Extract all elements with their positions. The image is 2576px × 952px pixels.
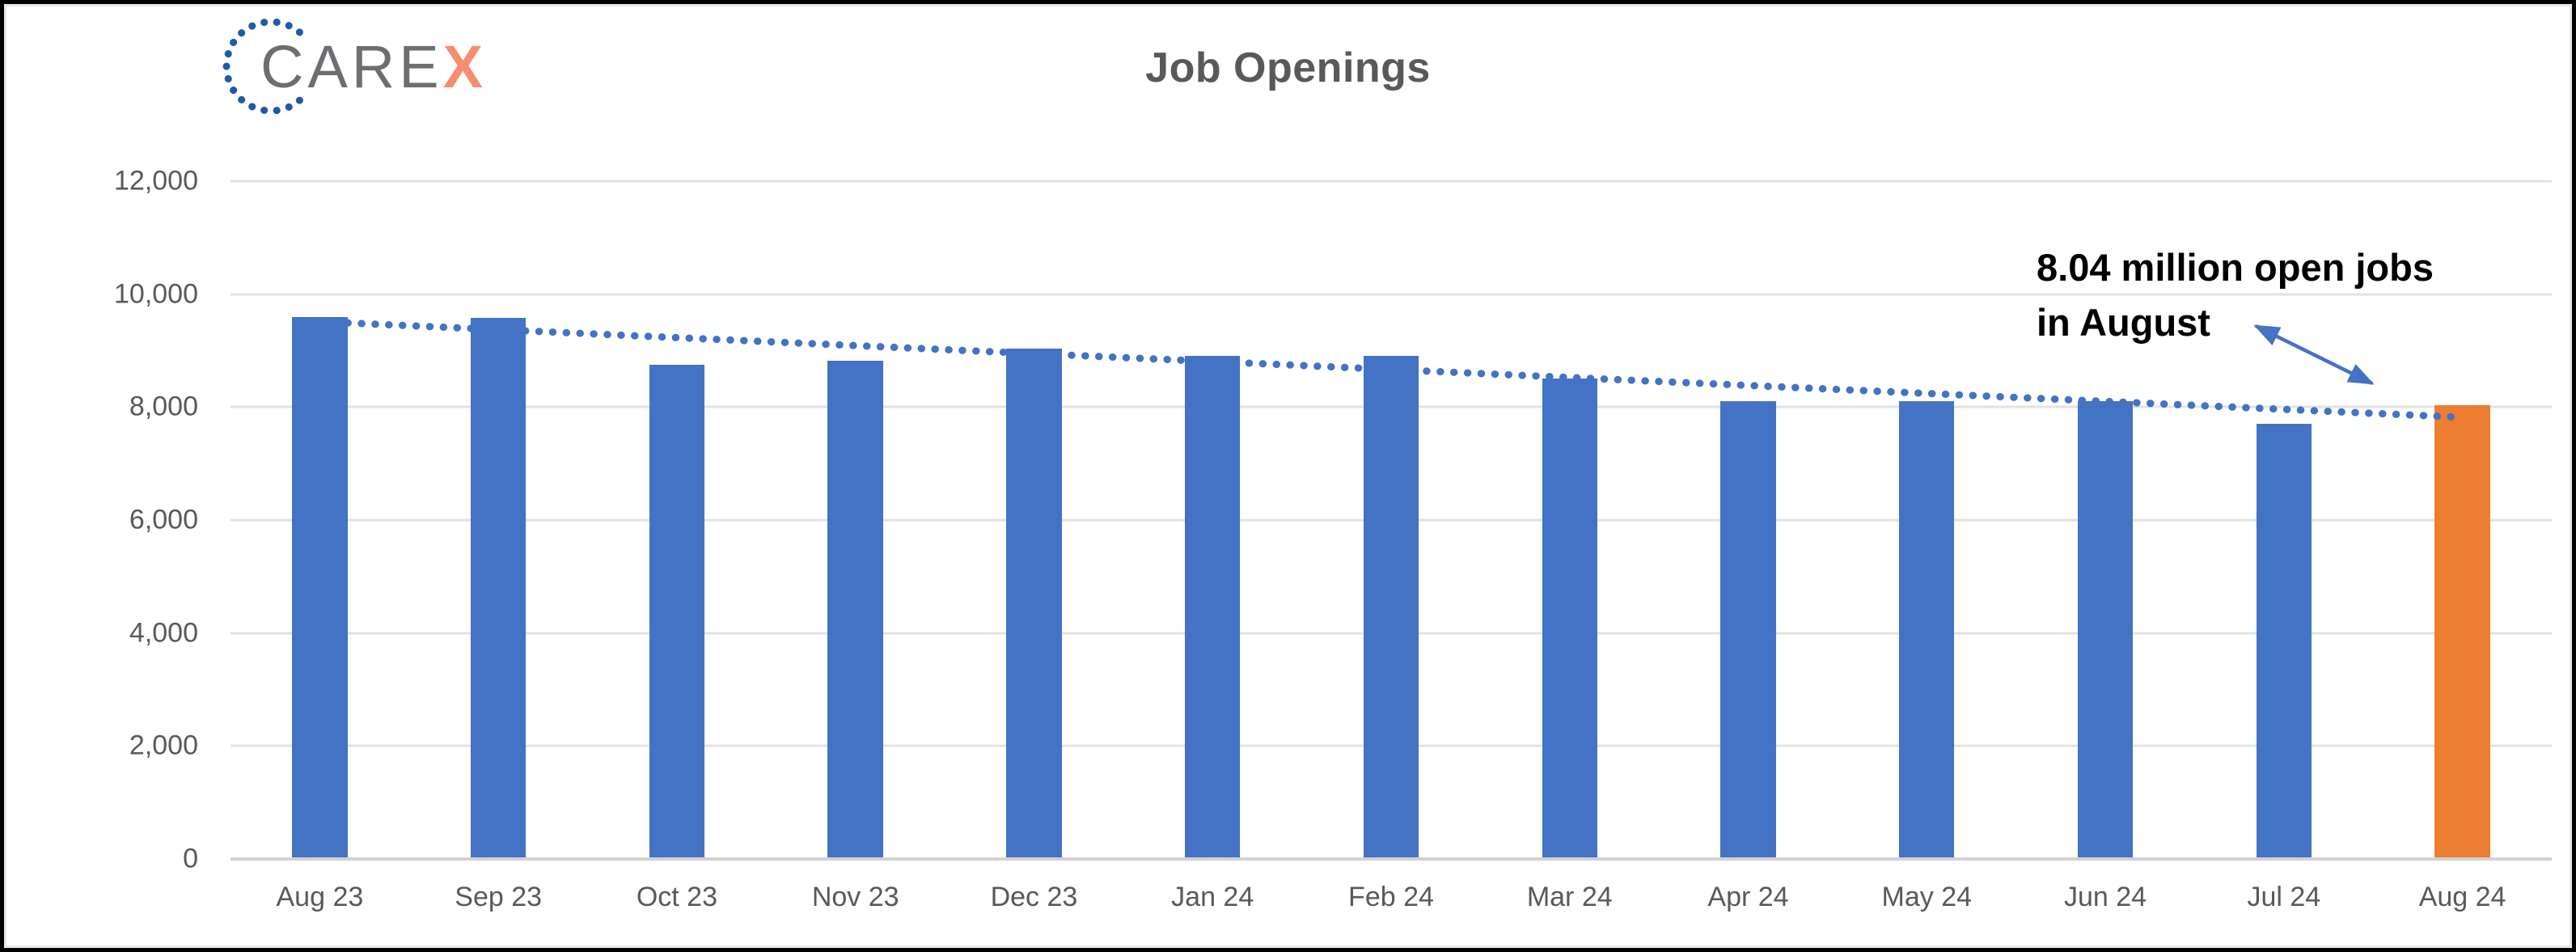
- bar-apr-24: [1720, 401, 1776, 859]
- x-axis-tick-label: Dec 23: [990, 882, 1078, 912]
- x-axis-tick-label: Jun 24: [2063, 882, 2147, 912]
- bar-jun-24: [2077, 401, 2134, 859]
- x-axis-tick-label: Aug 23: [276, 882, 364, 912]
- svg-text:CAREX: CAREX: [260, 33, 487, 100]
- annotation-line-1: 8.04 million open jobs: [2037, 246, 2434, 289]
- dotted-circle-icon: [222, 18, 303, 115]
- bar-slot: [945, 181, 1123, 859]
- x-axis-line: [231, 857, 2552, 861]
- bar-series: [231, 181, 2552, 859]
- x-axis-tick-label: Mar 24: [1526, 882, 1613, 912]
- x-axis-tick-label: Apr 24: [1707, 882, 1789, 912]
- bar-sep-23: [470, 318, 527, 859]
- bar-mar-24: [1542, 379, 1597, 859]
- bar-slot: [766, 181, 945, 859]
- bar-slot: [2194, 181, 2373, 859]
- bar-oct-23: [649, 364, 705, 859]
- gridline: [231, 180, 2552, 183]
- bar-jul-24: [2256, 424, 2312, 859]
- bar-slot: [231, 181, 409, 859]
- x-axis-tick-label: Aug 24: [2418, 882, 2506, 912]
- gridline: [231, 293, 2552, 296]
- x-axis-tick-label: Nov 23: [811, 882, 899, 912]
- x-axis-tick-label: Oct 23: [636, 882, 717, 912]
- chart-title: Job Openings: [1145, 44, 1431, 91]
- x-axis-tick-label: Sep 23: [455, 882, 543, 912]
- bar-slot: [2016, 181, 2195, 859]
- bar-feb-24: [1363, 356, 1419, 859]
- bar-slot: [1302, 181, 1481, 859]
- trendline: [344, 319, 2465, 421]
- y-axis-tick-label: 0: [183, 843, 198, 874]
- bar-aug-24: [2434, 404, 2490, 859]
- bar-slot: [1838, 181, 2016, 859]
- annotation-text: 8.04 million open jobs in August: [2037, 240, 2434, 350]
- y-axis-tick-label: 12,000: [114, 165, 198, 197]
- bar-aug-23: [292, 316, 348, 859]
- y-axis-tick-label: 4,000: [129, 617, 198, 649]
- logo-accent-letter: X: [443, 33, 487, 100]
- bar-slot: [2373, 181, 2552, 859]
- plot-area: [231, 180, 2552, 861]
- bar-jan-24: [1185, 356, 1241, 859]
- carex-logo: CAREX: [222, 18, 487, 115]
- x-axis-tick-label: Feb 24: [1348, 882, 1434, 912]
- bar-slot: [1123, 181, 1302, 859]
- bar-slot: [409, 181, 588, 859]
- y-axis-tick-label: 2,000: [129, 730, 198, 761]
- x-axis-tick-label: Jul 24: [2247, 882, 2321, 912]
- annotation-line-2: in August: [2037, 301, 2210, 344]
- x-axis-tick-label: Jan 24: [1171, 882, 1254, 912]
- x-axis-tick-label: May 24: [1881, 882, 1973, 912]
- bar-slot: [588, 181, 767, 859]
- bar-nov-23: [827, 361, 883, 859]
- bar-dec-23: [1006, 349, 1062, 859]
- bar-may-24: [1899, 401, 1955, 859]
- bar-slot: [1659, 181, 1838, 859]
- y-axis-tick-label: 8,000: [129, 391, 198, 422]
- bar-slot: [1480, 181, 1659, 859]
- y-axis: 0 2,000 4,000 6,000 8,000 10,000 12,000: [77, 166, 198, 874]
- logo-text: CARE: [260, 33, 443, 100]
- y-axis-tick-label: 6,000: [129, 504, 198, 535]
- y-axis-tick-label: 10,000: [114, 278, 198, 310]
- x-axis: Aug 23 Sep 23 Oct 23 Nov 23 Dec 23 Jan 24 Feb …: [231, 882, 2552, 913]
